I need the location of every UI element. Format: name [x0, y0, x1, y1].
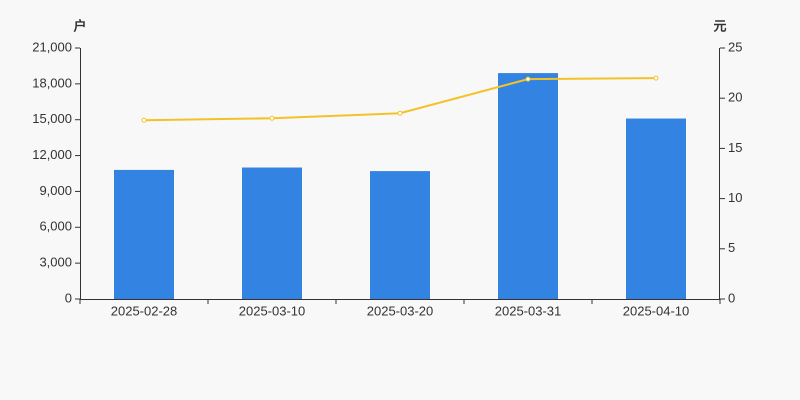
line-point: [141, 117, 147, 123]
y2-tick-label: 5: [728, 240, 735, 255]
x-tick-label: 2025-03-31: [495, 303, 562, 318]
y-tick-label: 18,000: [32, 75, 72, 90]
y-tick-label: 21,000: [32, 39, 72, 54]
x-tick-label: 2025-04-10: [623, 303, 690, 318]
y-tick-label: 12,000: [32, 147, 72, 162]
bar: [626, 118, 686, 300]
y-tick-label: 9,000: [39, 183, 72, 198]
line-point: [397, 110, 403, 116]
y2-tick-label: 25: [728, 39, 742, 54]
y-axis-unit: 户: [73, 18, 86, 33]
x-tick-label: 2025-02-28: [111, 303, 178, 318]
bar: [242, 167, 302, 299]
y2-tick-label: 0: [728, 290, 735, 305]
bar: [498, 73, 558, 299]
y2-tick-label: 20: [728, 90, 742, 105]
x-tick-label: 2025-03-10: [239, 303, 306, 318]
y-tick-label: 0: [65, 290, 72, 305]
line-point: [269, 115, 275, 121]
y2-tick-label: 10: [728, 190, 742, 205]
line-point: [525, 76, 531, 82]
line-point: [653, 75, 659, 81]
bar: [114, 169, 174, 299]
y-tick-label: 15,000: [32, 111, 72, 126]
y-tick-label: 3,000: [39, 255, 72, 270]
y2-tick-label: 15: [728, 140, 742, 155]
y-tick-label: 6,000: [39, 219, 72, 234]
x-tick-label: 2025-03-20: [367, 303, 434, 318]
bar: [370, 171, 430, 299]
y2-axis-unit: 元: [713, 18, 726, 33]
